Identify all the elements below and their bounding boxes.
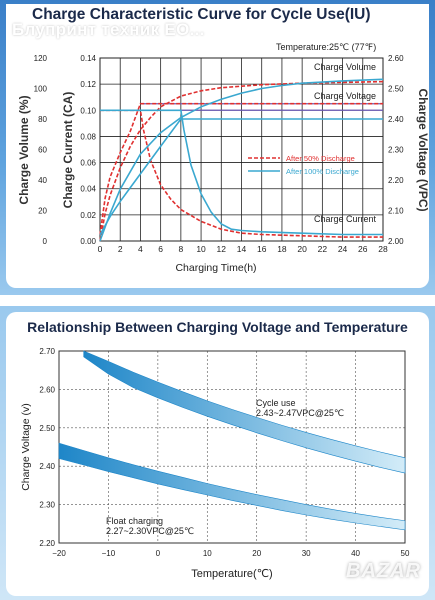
bazar-watermark: BAZAR <box>346 560 421 582</box>
x-tick-label: 0 <box>156 549 161 558</box>
volume-tick-label: 80 <box>38 115 47 124</box>
x-tick-label: 20 <box>252 549 261 558</box>
curve-label-volume: Charge Volume <box>314 62 376 72</box>
voltage-tick-label: 2.60 <box>388 54 404 63</box>
volume-tick-label: 60 <box>38 146 47 155</box>
voltage-temperature-title: Relationship Between Charging Voltage an… <box>27 319 408 335</box>
volume-tick-label: 20 <box>38 207 47 216</box>
voltage-axis-label: Charge Voltage (VPC) <box>416 88 430 211</box>
x-tick-label: 30 <box>302 549 311 558</box>
x-tick-label: 6 <box>158 244 163 254</box>
x-tick-label: 14 <box>237 244 247 254</box>
legend-label: After 100% Discharge <box>286 167 359 176</box>
volume-tick-label: 120 <box>34 54 48 63</box>
curve-label-current: Charge Current <box>314 214 377 224</box>
after-100-voltage-line <box>99 118 383 236</box>
float-charging-band <box>58 442 406 531</box>
after-50-voltage-line <box>99 102 383 236</box>
x-tick-label: 10 <box>196 244 206 254</box>
current-tick-label: 0.10 <box>80 106 96 115</box>
y-tick-label: 2.20 <box>39 539 55 548</box>
y-tick-label: 2.60 <box>39 385 55 394</box>
voltage-tick-label: 2.00 <box>388 237 404 246</box>
x-tick-label: −20 <box>52 549 66 558</box>
volume-tick-label: 40 <box>38 176 47 185</box>
volume-tick-label: 0 <box>43 237 48 246</box>
charge-curve-title: Charge Characteristic Curve for Cycle Us… <box>32 6 371 23</box>
x-tick-label: 18 <box>277 244 287 254</box>
cycle-use-band <box>83 350 406 474</box>
current-tick-label: 0.06 <box>80 159 96 168</box>
x-tick-label: 40 <box>351 549 360 558</box>
after-100-current-line <box>100 109 383 236</box>
x-tick-label: 2 <box>118 244 123 254</box>
current-tick-label: 0.00 <box>80 237 96 246</box>
cycle-use-label: Cycle use <box>256 398 296 408</box>
y-axis-label: Charge Voltage (v) <box>20 403 32 491</box>
x-axis-label: Temperature(℃) <box>191 568 272 580</box>
voltage-tick-label: 2.50 <box>388 85 404 94</box>
overlay-banner-text: Блупринт техник ЕО... <box>12 20 205 39</box>
after-50-volume-line <box>99 80 384 242</box>
current-tick-label: 0.14 <box>80 54 96 63</box>
curve-label-voltage: Charge Voltage <box>314 91 376 101</box>
x-tick-label: −10 <box>102 549 116 558</box>
y-tick-label: 2.30 <box>39 501 55 510</box>
voltage-tick-label: 2.40 <box>388 115 404 124</box>
float-charging-range: 2.27~2.30VPC@25℃ <box>106 526 194 536</box>
cycle-use-range: 2.43~2.47VPC@25℃ <box>256 408 344 418</box>
x-axis-label: Charging Time(h) <box>175 262 256 274</box>
volume-axis-label: Charge Volume (%) <box>17 95 31 204</box>
volume-tick-label: 100 <box>34 85 48 94</box>
x-tick-label: 8 <box>178 244 183 254</box>
legend-label: After 50% Discharge <box>286 154 355 163</box>
x-tick-label: 10 <box>203 549 212 558</box>
float-charging-label: Float charging <box>106 516 163 526</box>
temperature-annotation: Temperature:25℃ (77℉) <box>276 42 376 52</box>
x-tick-label: 20 <box>297 244 307 254</box>
voltage-tick-label: 2.10 <box>388 207 404 216</box>
current-axis-label: Charge Current (CA) <box>61 92 75 209</box>
current-tick-label: 0.02 <box>80 211 96 220</box>
x-tick-label: 26 <box>358 244 368 254</box>
x-tick-label: 24 <box>338 244 348 254</box>
y-tick-label: 2.40 <box>39 462 55 471</box>
x-tick-label: 22 <box>318 244 328 254</box>
current-tick-label: 0.12 <box>80 80 96 89</box>
x-tick-label: 12 <box>217 244 227 254</box>
after-100-volume-line <box>99 78 384 242</box>
voltage-tick-label: 2.30 <box>388 146 404 155</box>
x-tick-label: 28 <box>378 244 388 254</box>
x-tick-label: 50 <box>401 549 410 558</box>
current-tick-label: 0.04 <box>80 185 96 194</box>
plot-frame <box>99 57 384 242</box>
x-tick-label: 4 <box>138 244 143 254</box>
x-tick-label: 16 <box>257 244 267 254</box>
y-tick-label: 2.70 <box>39 347 55 356</box>
x-tick-label: 0 <box>98 244 103 254</box>
y-tick-label: 2.50 <box>39 424 55 433</box>
voltage-tick-label: 2.20 <box>388 176 404 185</box>
current-tick-label: 0.08 <box>80 132 96 141</box>
